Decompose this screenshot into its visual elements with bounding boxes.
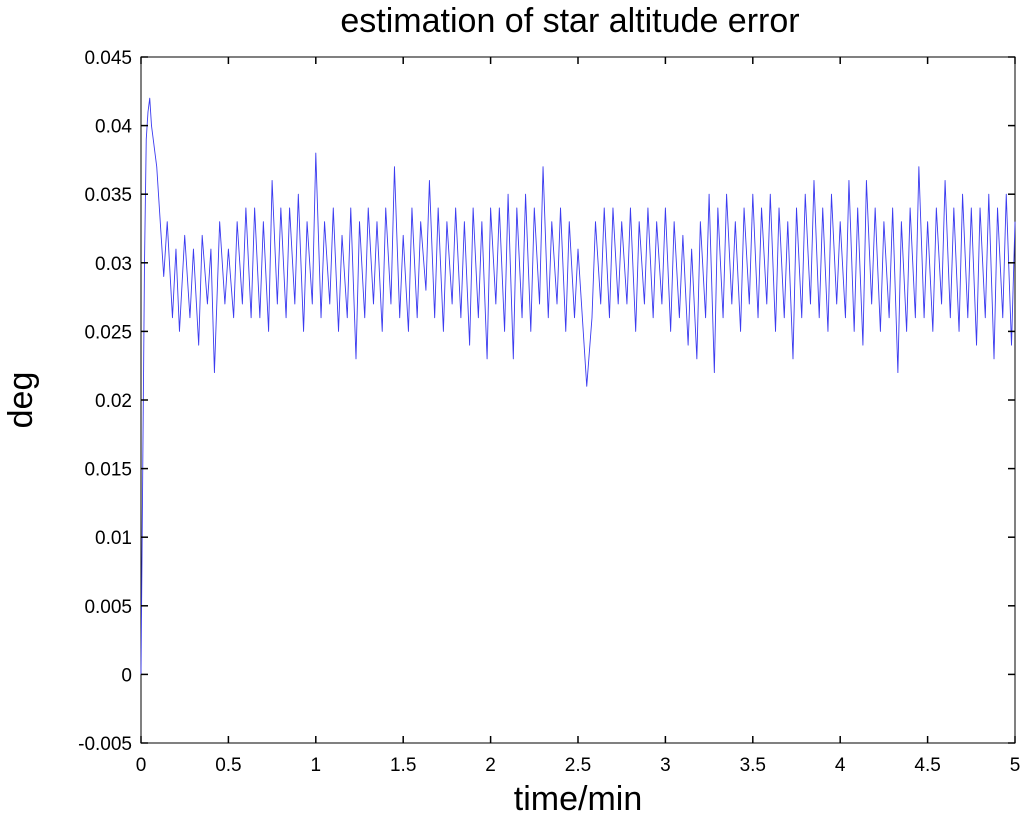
y-axis-title: deg xyxy=(2,372,40,429)
series-line-0 xyxy=(140,97,1016,675)
x-tick-label: 2.5 xyxy=(565,755,591,776)
y-tick-label: 0.045 xyxy=(84,48,132,69)
y-axis-ticks: -0.005 0 0.005 0.01 0.015 0.02 0.025 0.03 0.035 0… xyxy=(78,48,1015,755)
y-tick-label: 0.015 xyxy=(84,460,132,481)
x-tick-label: 3 xyxy=(660,755,671,776)
x-tick-label: 1 xyxy=(311,755,322,776)
x-axis-title: time/min xyxy=(514,780,642,818)
y-tick-label: 0.035 xyxy=(84,185,132,206)
x-tick-label: 4 xyxy=(835,755,846,776)
x-tick-label: 4.5 xyxy=(914,755,940,776)
plot-area: 0 0.5 1 1.5 2 2.5 3 3.5 4 4.5 5 -0.00500.0050.010.… xyxy=(78,48,1020,776)
y-tick-label: -0.005 xyxy=(78,734,132,755)
y-tick-label: 0.03 xyxy=(95,254,132,275)
y-tick-label: 0.04 xyxy=(95,117,132,138)
plot-frame xyxy=(140,56,1016,744)
y-tick-label: 0 xyxy=(121,665,132,686)
y-tick-label: 0.02 xyxy=(95,391,132,412)
y-tick-label: 0.025 xyxy=(84,322,132,343)
series-layer xyxy=(140,97,1016,675)
x-tick-label: 2 xyxy=(485,755,496,776)
y-tick-label: 0.005 xyxy=(84,597,132,618)
x-tick-label: 0.5 xyxy=(215,755,241,776)
x-axis-ticks: 0 0.5 1 1.5 2 2.5 3 3.5 4 4.5 5 xyxy=(136,57,1021,776)
x-tick-label: 5 xyxy=(1010,755,1021,776)
x-tick-label: 0 xyxy=(136,755,147,776)
x-tick-label: 3.5 xyxy=(740,755,766,776)
y-tick-label: 0.01 xyxy=(95,528,132,549)
chart-title: estimation of star altitude error xyxy=(340,2,799,40)
x-tick-label: 1.5 xyxy=(390,755,416,776)
